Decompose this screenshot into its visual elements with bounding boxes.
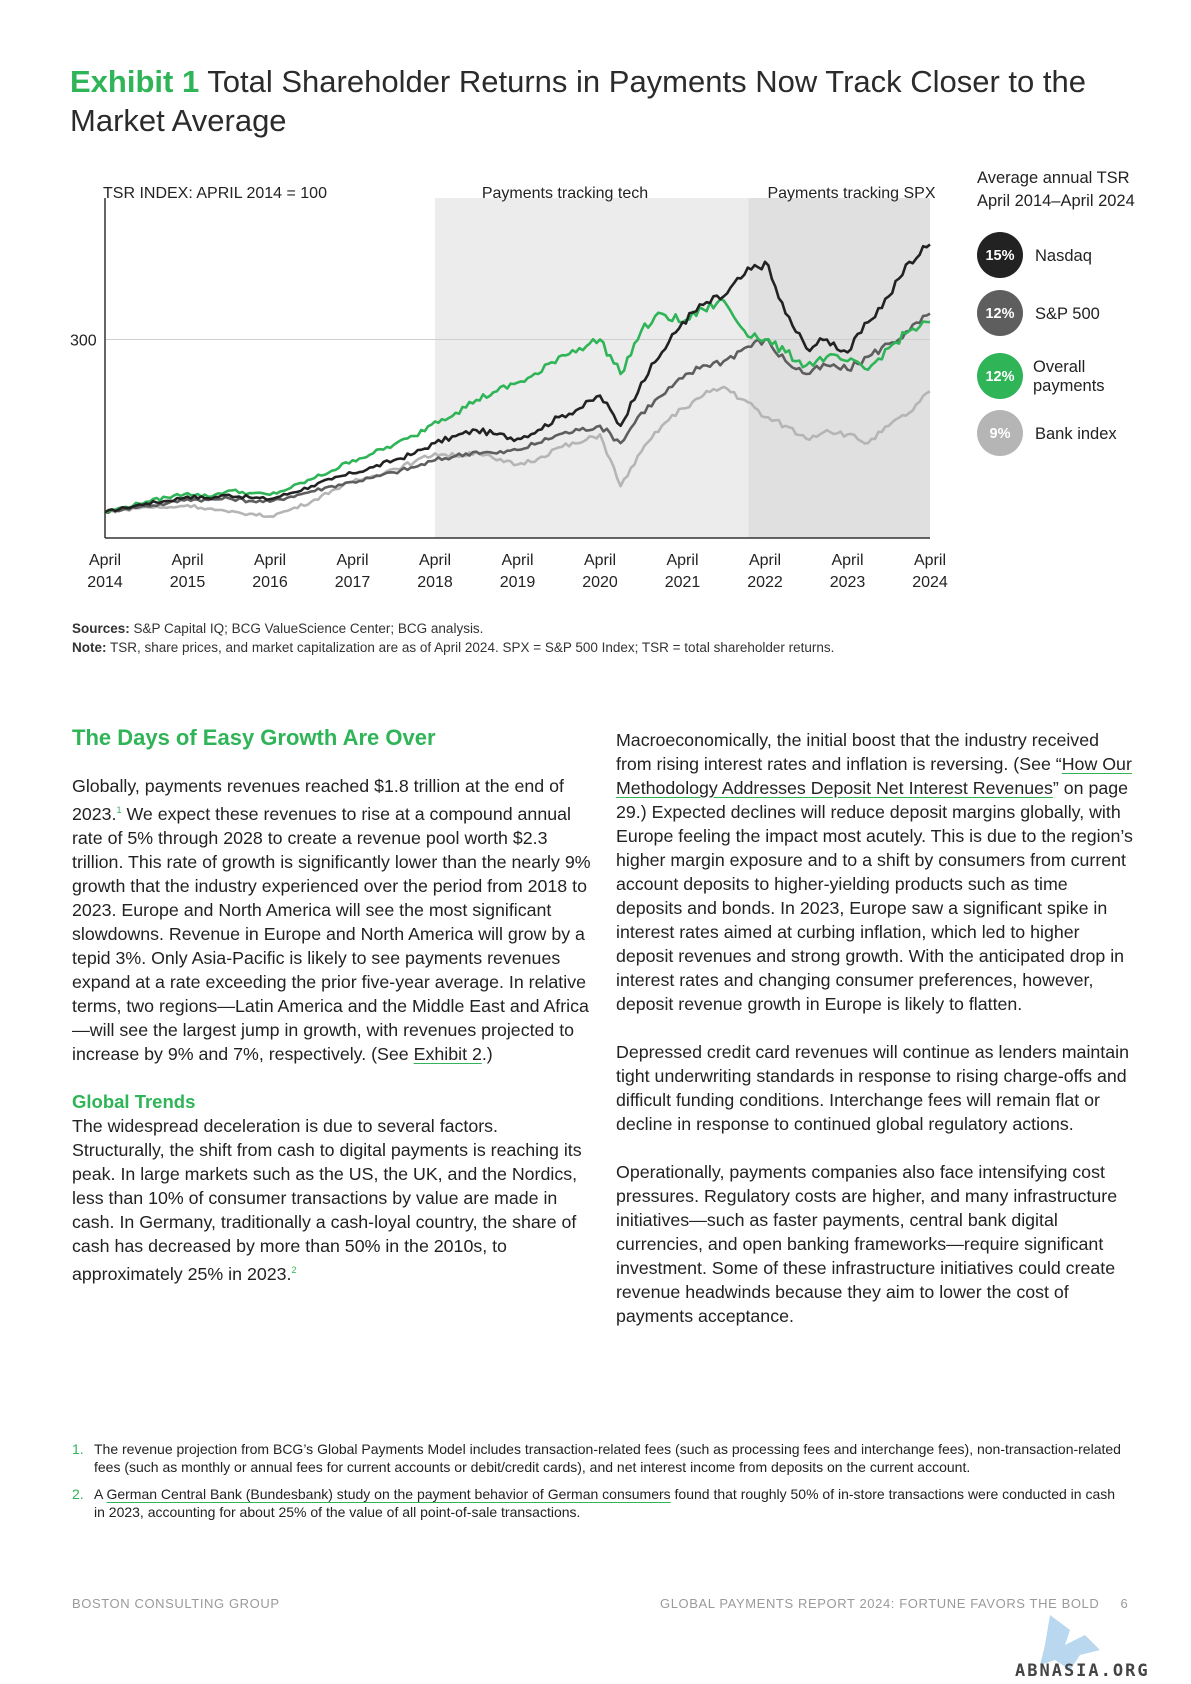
x-tick-label: 2021 — [665, 574, 701, 591]
right-paragraph-3: Operationally, payments companies also f… — [616, 1162, 1118, 1326]
x-tick-label: April — [171, 552, 203, 569]
x-tick-label: April — [666, 552, 698, 569]
legend-badge-value: 12% — [985, 369, 1014, 385]
y-axis-title: TSR INDEX: APRIL 2014 = 100 — [103, 185, 327, 202]
x-tick-label: 2016 — [252, 574, 288, 591]
left-column: The Days of Easy Growth Are Over Globall… — [72, 724, 592, 1310]
footnote-1-number: 1. — [72, 1441, 84, 1457]
left-p1-c: .) — [481, 1043, 493, 1064]
x-tick-label: 2018 — [417, 574, 453, 591]
series-line-nasdaq — [104, 243, 931, 514]
x-tick-label: 2015 — [170, 574, 206, 591]
footnote-1: 1. The revenue projection from BCG’s Glob… — [72, 1441, 1122, 1476]
left-paragraph-2: The widespread deceleration is due to se… — [72, 1114, 592, 1286]
footnotes: 1. The revenue projection from BCG’s Glob… — [72, 1441, 1122, 1531]
region-label: Payments tracking SPX — [767, 185, 935, 202]
y-tick-label: 300 — [70, 332, 97, 349]
x-tick-label: 2019 — [500, 574, 536, 591]
legend-subtitle: April 2014–April 2024 — [977, 192, 1135, 210]
note-label: Note: — [72, 640, 107, 655]
page-number: 6 — [1120, 1596, 1129, 1611]
series-line-bank-index — [104, 385, 931, 518]
sources-label: Sources: — [72, 621, 130, 636]
legend-badge-value: 15% — [985, 248, 1014, 264]
x-tick-label: April — [584, 552, 616, 569]
watermark-logo: ABNASIA.ORG — [1015, 1615, 1150, 1680]
footer-left: BOSTON CONSULTING GROUP — [72, 1596, 280, 1611]
footnote-2: 2. A German Central Bank (Bundesbank) stu… — [72, 1486, 1122, 1521]
legend-series-name: payments — [1033, 377, 1105, 395]
footer-right: GLOBAL PAYMENTS REPORT 2024: FORTUNE FAV… — [660, 1596, 1128, 1611]
x-tick-label: April — [501, 552, 533, 569]
x-tick-label: April — [89, 552, 121, 569]
left-p1-a: Globally, payments revenues reached $1.8… — [72, 776, 564, 824]
section-heading: The Days of Easy Growth Are Over — [72, 725, 436, 750]
legend-series-name: Overall — [1033, 358, 1085, 376]
legend-series-name: Bank index — [1035, 425, 1117, 443]
right-column: Macroeconomically, the initial boost tha… — [616, 728, 1136, 1352]
exhibit-title-text: Total Shareholder Returns in Payments No… — [70, 64, 1086, 138]
x-tick-label: April — [914, 552, 946, 569]
x-tick-label: 2020 — [582, 574, 618, 591]
footnote-2-number: 2. — [72, 1486, 84, 1502]
exhibit-2-link[interactable]: Exhibit 2 — [413, 1043, 482, 1064]
x-tick-label: April — [336, 552, 368, 569]
note-text: TSR, share prices, and market capitaliza… — [106, 640, 835, 655]
left-paragraph-1: Globally, payments revenues reached $1.8… — [72, 774, 592, 1066]
right-p1-a: Macroeconomically, the initial boost tha… — [616, 730, 1099, 774]
legend-badge — [977, 290, 1023, 336]
footnote-ref-1[interactable]: 1 — [116, 805, 122, 815]
x-tick-label: April — [749, 552, 781, 569]
footnote-ref-2[interactable]: 2 — [291, 1264, 297, 1275]
right-paragraph-1: Macroeconomically, the initial boost tha… — [616, 728, 1136, 1016]
x-tick-label: 2017 — [335, 574, 371, 591]
exhibit-number: Exhibit 1 — [70, 64, 200, 99]
x-tick-label: 2023 — [830, 574, 866, 591]
x-tick-label: April — [831, 552, 863, 569]
bundesbank-study-link[interactable]: German Central Bank (Bundesbank) study o… — [106, 1486, 671, 1502]
watermark-text: ABNASIA.ORG — [1015, 1661, 1150, 1680]
footer-report-title: GLOBAL PAYMENTS REPORT 2024: FORTUNE FAV… — [660, 1596, 1100, 1611]
subheading-global-trends: Global Trends — [72, 1090, 196, 1112]
footnote-1-text: The revenue projection from BCG’s Global… — [94, 1441, 1121, 1475]
region-label: Payments tracking tech — [482, 185, 648, 202]
legend-series-name: Nasdaq — [1035, 247, 1092, 265]
left-p2-a: The widespread deceleration is due to se… — [72, 1115, 582, 1284]
exhibit-title: Exhibit 1 Total Shareholder Returns in P… — [70, 62, 1120, 140]
x-tick-label: 2024 — [912, 574, 948, 591]
legend-badge-value: 12% — [985, 306, 1014, 322]
x-tick-label: 2022 — [747, 574, 783, 591]
x-tick-label: April — [254, 552, 286, 569]
legend-badge-value: 9% — [990, 426, 1011, 442]
legend-title: Average annual TSR — [977, 169, 1130, 187]
legend-badge — [977, 232, 1023, 278]
x-tick-label: April — [419, 552, 451, 569]
sources-text: S&P Capital IQ; BCG ValueScience Center;… — [129, 621, 484, 636]
left-p1-b: We expect these revenues to rise at a co… — [72, 803, 591, 1064]
watermark-dragon-shape — [1040, 1615, 1100, 1670]
right-paragraph-2: Depressed credit card revenues will cont… — [616, 1042, 1129, 1134]
legend-series-name: S&P 500 — [1035, 305, 1100, 323]
legend-badge — [977, 410, 1023, 456]
tsr-line-chart: Payments tracking tech Payments tracking … — [70, 169, 1135, 591]
methodology-link[interactable]: How Our Methodology Addresses Deposit Ne… — [616, 754, 1132, 798]
footnote-2-b: found that roughly 50% of in-store trans… — [94, 1486, 1116, 1520]
legend-badge — [977, 353, 1023, 399]
right-p1-b: ” on page 29.) Expected declines will re… — [616, 778, 1133, 1014]
footnote-2-a: A — [94, 1486, 107, 1502]
x-tick-label: 2014 — [87, 574, 123, 591]
chart-sources: Sources: S&P Capital IQ; BCG ValueScienc… — [72, 619, 1122, 657]
series-line-overall-payments — [104, 298, 931, 514]
